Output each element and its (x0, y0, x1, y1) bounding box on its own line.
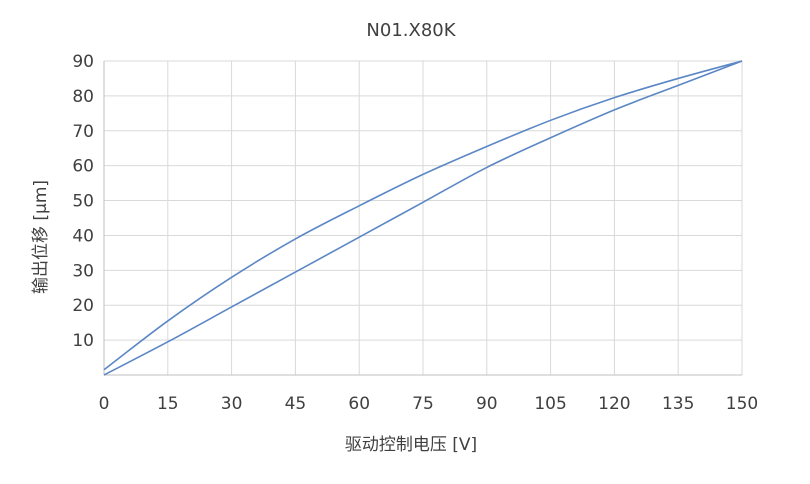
x-tick-label-5: 75 (412, 394, 434, 414)
x-axis-label: 驱动控制电压 [V] (345, 435, 477, 455)
x-tick-label-9: 135 (662, 394, 694, 414)
chart-title: N01.X80K (366, 20, 456, 41)
y-tick-label-7: 80 (72, 87, 94, 107)
grid (104, 60, 743, 375)
y-tick-label-4: 50 (72, 192, 94, 212)
series-line-1 (103, 60, 743, 371)
axes (103, 61, 742, 376)
x-tick-label-8: 120 (598, 394, 630, 414)
series-group (103, 60, 743, 376)
x-tick-label-2: 30 (221, 394, 243, 414)
y-axis-label: 输出位移 [μm] (31, 180, 51, 294)
y-tick-label-6: 70 (72, 122, 94, 142)
y-tick-label-8: 90 (72, 52, 94, 72)
tick-labels: 0 15 30 45 60 75 90 105 120 135 150 10 20 30 40 50 60 70 8… (72, 52, 758, 414)
x-tick-label-10: 150 (726, 394, 758, 414)
x-tick-label-1: 15 (157, 394, 179, 414)
series-line-0 (103, 60, 743, 376)
x-tick-label-4: 60 (348, 394, 370, 414)
x-tick-label-3: 45 (285, 394, 307, 414)
x-tick-label-6: 90 (476, 394, 498, 414)
y-tick-label-0: 10 (72, 331, 94, 351)
y-tick-label-1: 20 (72, 296, 94, 316)
x-tick-label-0: 0 (99, 394, 110, 414)
y-tick-label-2: 30 (72, 261, 94, 281)
x-tick-label-7: 105 (534, 394, 566, 414)
y-tick-label-5: 60 (72, 157, 94, 177)
y-tick-label-3: 40 (72, 226, 94, 246)
